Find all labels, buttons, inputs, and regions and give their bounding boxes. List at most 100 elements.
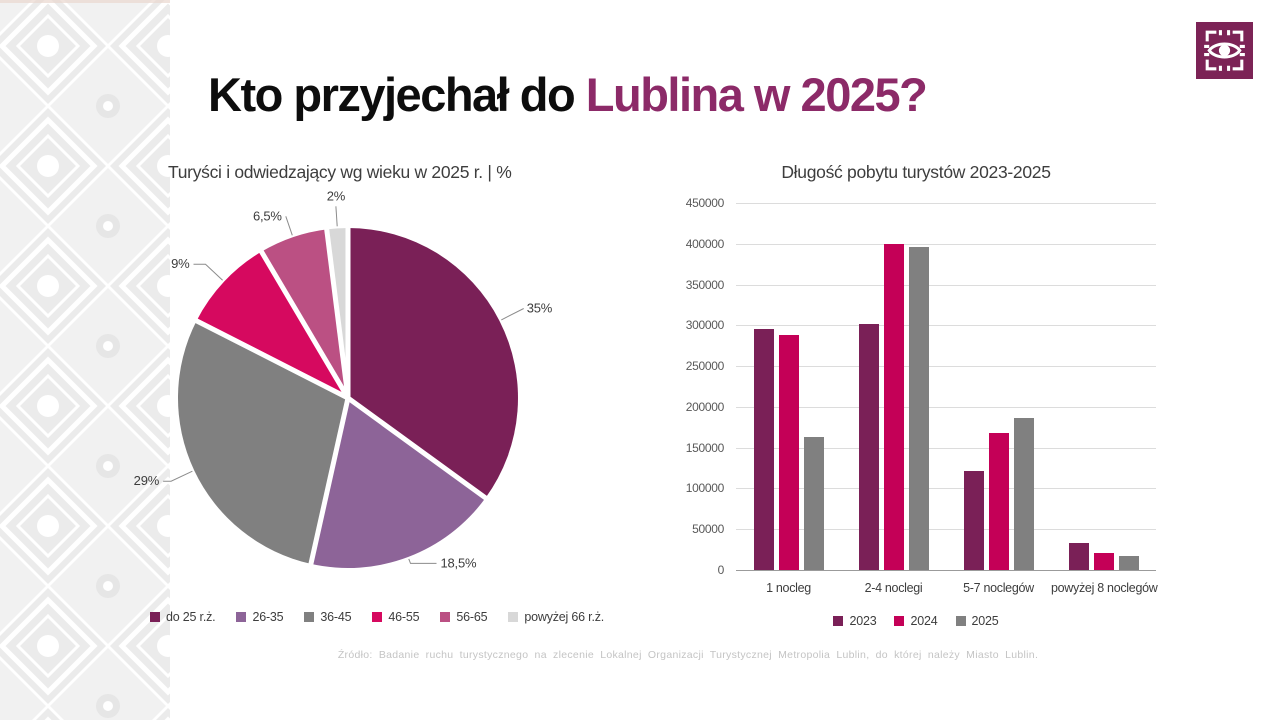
gridline bbox=[736, 243, 1156, 245]
legend-label: 2024 bbox=[910, 614, 938, 628]
bar-2023 bbox=[753, 329, 774, 570]
pie-chart: 35% 18,5% 29% 9% 6,5% 2% bbox=[134, 188, 553, 570]
pie-slice-3 bbox=[196, 251, 348, 398]
y-axis-tick-label: 300000 bbox=[685, 318, 725, 333]
legend-item: 2025 bbox=[955, 614, 999, 628]
y-axis-tick-label: 400000 bbox=[685, 236, 725, 251]
pie-label-leader-line bbox=[408, 558, 437, 564]
page-title: Kto przyjechał do Lublina w 2025? bbox=[208, 68, 928, 121]
bar-2023 bbox=[858, 323, 879, 570]
gridline bbox=[736, 325, 1156, 327]
legend-item: 56-65 bbox=[440, 610, 488, 624]
gridline bbox=[736, 529, 1156, 531]
gridline bbox=[736, 203, 1156, 204]
pie-label-leader-line bbox=[335, 206, 338, 227]
gridline bbox=[736, 488, 1156, 490]
pie-slice-4 bbox=[261, 229, 348, 398]
legend-label: 36-45 bbox=[320, 610, 352, 624]
legend-label: 26-35 bbox=[252, 610, 284, 624]
legend-item: 26-35 bbox=[236, 610, 284, 624]
page-title-prefix: Kto przyjechał do bbox=[208, 68, 586, 121]
bar-2025 bbox=[1118, 556, 1139, 570]
bar-group-3 bbox=[946, 203, 1051, 570]
bar-2024 bbox=[883, 243, 904, 570]
bar-2025 bbox=[1013, 417, 1034, 570]
y-axis-tick-label: 450000 bbox=[685, 196, 725, 210]
bar-chart-title: Długość pobytu turystów 2023-2025 bbox=[781, 162, 1051, 182]
pie-label-leader-line bbox=[285, 216, 293, 236]
y-axis-tick-label: 50000 bbox=[692, 522, 724, 537]
bar-chart-plot-area bbox=[736, 203, 1156, 571]
x-axis-category-label: 1 nocleg bbox=[766, 581, 811, 595]
legend-swatch-icon bbox=[372, 612, 383, 622]
lublin-eye-gate-icon bbox=[1196, 22, 1253, 79]
legend-label: 46-55 bbox=[388, 610, 420, 624]
legend-label: do 25 r.ż. bbox=[166, 610, 216, 624]
pie-label-leader-line bbox=[501, 308, 524, 321]
pie-value-label: 29% bbox=[134, 473, 160, 488]
pie-slice-0 bbox=[348, 228, 518, 498]
x-axis-category-label: powyżej 8 noclegów bbox=[1051, 581, 1158, 595]
legend-item: powyżej 66 r.ż. bbox=[508, 610, 604, 624]
gridline bbox=[736, 406, 1156, 408]
legend-swatch-icon bbox=[236, 612, 247, 622]
folk-diamond-pattern bbox=[0, 0, 170, 720]
pie-chart-title: Turyści i odwiedzający wg wieku w 2025 r… bbox=[168, 162, 512, 182]
pie-label-leader-line bbox=[163, 470, 193, 482]
bar-chart-x-axis: 1 nocleg 2-4 noclegi 5-7 noclegów powyżej 8… bbox=[736, 581, 1158, 595]
gridline bbox=[736, 570, 1156, 571]
pie-slice-separator bbox=[346, 395, 488, 501]
y-axis-tick-label: 350000 bbox=[685, 277, 725, 292]
pie-slice-separator bbox=[308, 397, 351, 566]
y-axis-tick-label: 250000 bbox=[685, 359, 725, 374]
gridline bbox=[736, 284, 1156, 286]
legend-item: 2023 bbox=[833, 614, 877, 628]
pie-slice-1 bbox=[310, 398, 486, 569]
bar-2023 bbox=[963, 470, 984, 570]
bar-2025 bbox=[908, 247, 929, 570]
bar-group-2 bbox=[841, 203, 946, 570]
bar-2024 bbox=[1093, 552, 1114, 570]
gridline bbox=[736, 366, 1156, 368]
pie-value-label: 2% bbox=[327, 188, 346, 203]
legend-swatch-icon bbox=[894, 616, 905, 626]
x-axis-category-label: 2-4 noclegi bbox=[864, 581, 923, 595]
pie-slice-separator bbox=[194, 318, 350, 401]
pie-legend: do 25 r.ż. 26-35 36-45 46-55 56-65 powyżej 66… bbox=[150, 610, 604, 624]
legend-swatch-icon bbox=[304, 612, 315, 622]
legend-label: 2025 bbox=[971, 614, 999, 628]
pie-label-leader-line bbox=[193, 263, 223, 281]
y-axis-tick-label: 100000 bbox=[685, 481, 725, 496]
pie-slice-separator bbox=[258, 249, 351, 400]
legend-item: do 25 r.ż. bbox=[150, 610, 216, 624]
y-axis-tick-label: 150000 bbox=[685, 440, 725, 455]
legend-label: 2023 bbox=[849, 614, 877, 628]
bar-legend: 2023 2024 2025 bbox=[660, 614, 1172, 628]
legend-swatch-icon bbox=[508, 612, 519, 622]
bar-2024 bbox=[988, 433, 1009, 570]
legend-swatch-icon bbox=[833, 616, 844, 626]
pie-value-label: 35% bbox=[527, 301, 553, 316]
bar-chart: 450000 400000 350000 300000 250000 200000 1500… bbox=[660, 190, 1172, 620]
pie-slice-2 bbox=[177, 320, 348, 564]
legend-label: powyżej 66 r.ż. bbox=[524, 610, 605, 624]
legend-swatch-icon bbox=[150, 612, 160, 622]
legend-label: 56-65 bbox=[456, 610, 488, 624]
source-note: Źródło: Badanie ruchu turystycznego na z… bbox=[337, 649, 1039, 661]
y-axis-tick-label: 0 bbox=[717, 563, 725, 577]
legend-item: 36-45 bbox=[304, 610, 352, 624]
pie-value-label: 9% bbox=[171, 256, 190, 271]
bar-2024 bbox=[778, 335, 799, 570]
legend-swatch-icon bbox=[955, 616, 966, 626]
pie-slice-separator bbox=[324, 228, 351, 399]
pie-value-label: 18,5% bbox=[441, 555, 478, 570]
bar-2025 bbox=[803, 437, 824, 570]
bar-chart-y-axis: 450000 400000 350000 300000 250000 200000 1500… bbox=[660, 196, 725, 577]
page-title-accent: Lublina w 2025? bbox=[585, 68, 928, 121]
legend-swatch-icon bbox=[440, 612, 451, 622]
x-axis-category-label: 5-7 noclegów bbox=[963, 581, 1034, 595]
bar-group-1 bbox=[736, 203, 841, 570]
bar-2023 bbox=[1068, 543, 1089, 570]
lublin-logo bbox=[1196, 22, 1253, 79]
